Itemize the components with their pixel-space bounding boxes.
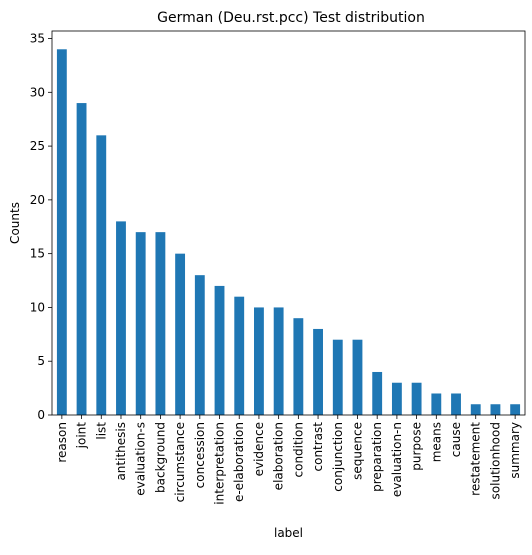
chart-title: German (Deu.rst.pcc) Test distribution	[157, 10, 425, 26]
bar-conjunction	[332, 339, 343, 415]
x-tick-label: elaboration	[272, 422, 286, 490]
x-tick-label: cause	[449, 422, 463, 457]
x-tick-label: purpose	[410, 422, 424, 471]
x-tick-label: antithesis	[114, 422, 128, 481]
x-axis-label: label	[274, 526, 303, 540]
bar-sequence	[352, 339, 363, 415]
bar-contrast	[313, 328, 323, 415]
y-tick-label: 35	[30, 32, 45, 46]
x-tick-label: reason	[55, 422, 69, 463]
x-tick-label: sequence	[350, 422, 364, 480]
bar-purpose	[411, 382, 422, 415]
bar-restatement	[470, 404, 481, 415]
y-axis-label: Counts	[8, 202, 22, 244]
x-tick-label: e-elaboration	[232, 422, 246, 502]
x-tick-label: means	[429, 422, 443, 462]
bar-e-elaboration	[234, 296, 245, 415]
x-tick-label: restatement	[469, 422, 483, 496]
y-axis: 0 5 10 15 20 25 30 35	[30, 32, 52, 422]
bar-summary	[510, 404, 521, 415]
x-tick-label: conjunction	[331, 422, 345, 492]
bar-evaluation-s	[135, 232, 146, 415]
bar-means	[431, 393, 442, 415]
x-tick-label: summary	[508, 422, 522, 479]
x-tick-label: concession	[193, 422, 207, 488]
x-axis: reason joint list antithesis evaluation-s bac…	[55, 415, 522, 505]
bar-condition	[293, 318, 304, 415]
x-tick-label: joint	[75, 422, 89, 450]
x-tick-label: contrast	[311, 422, 325, 472]
x-tick-label: evidence	[252, 422, 266, 476]
x-tick-label: preparation	[370, 422, 384, 492]
bar-concession	[194, 275, 205, 415]
y-tick-label: 25	[30, 139, 45, 153]
bar-joint	[76, 103, 87, 415]
x-tick-label: list	[94, 422, 108, 440]
bar-cause	[451, 393, 461, 415]
y-tick-label: 5	[37, 354, 45, 368]
bar-list	[96, 135, 107, 416]
bars-layer	[56, 49, 521, 416]
bar-interpretation	[214, 285, 225, 415]
bar-background	[155, 232, 166, 415]
x-tick-label: background	[153, 422, 167, 493]
bar-preparation	[372, 371, 383, 415]
bar-antithesis	[116, 221, 126, 415]
x-tick-label: condition	[291, 422, 305, 477]
x-tick-label: circumstance	[173, 422, 187, 502]
y-tick-label: 15	[30, 247, 45, 261]
bar-evidence	[254, 307, 264, 415]
plot-frame	[51, 30, 526, 416]
bar-elaboration	[273, 307, 284, 415]
x-tick-label: solutionhood	[488, 422, 502, 499]
y-tick-label: 0	[37, 408, 45, 422]
y-tick-label: 30	[30, 85, 45, 99]
bar-evaluation-n	[391, 382, 402, 415]
y-tick-label: 20	[30, 193, 45, 207]
bar-solutionhood	[490, 404, 501, 415]
bar-circumstance	[175, 253, 186, 415]
x-tick-label: evaluation-n	[390, 422, 404, 497]
x-tick-label: evaluation-s	[134, 422, 148, 496]
bar-reason	[56, 49, 67, 416]
x-tick-label: interpretation	[213, 422, 227, 505]
y-tick-label: 10	[30, 300, 45, 314]
